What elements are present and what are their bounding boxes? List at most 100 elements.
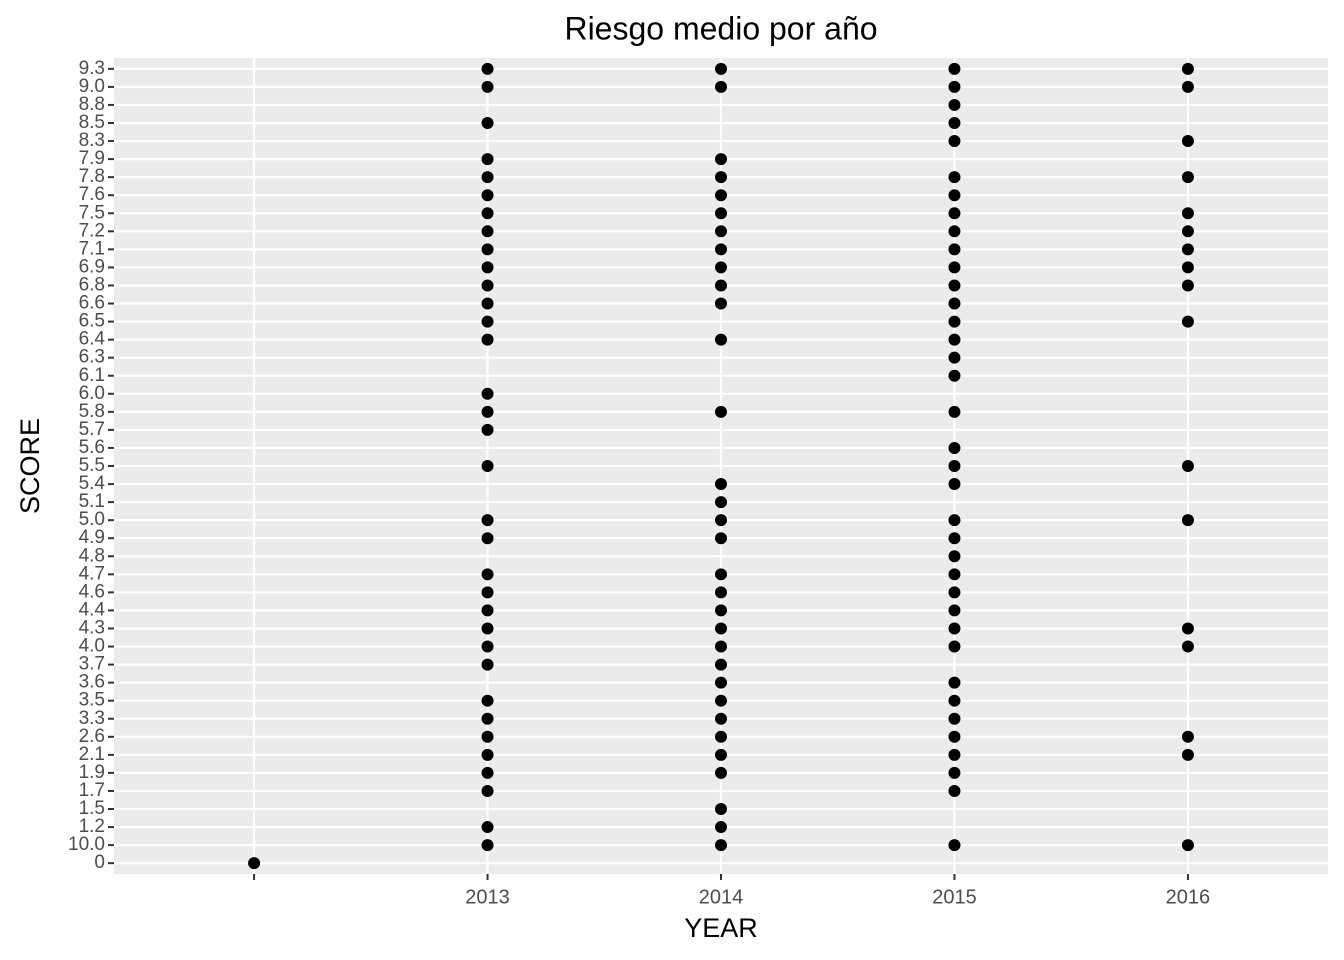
point [715,261,727,274]
point [948,405,961,418]
y-tick-label: 4.8 [79,545,105,566]
point [948,640,961,653]
point [948,279,961,292]
point [948,622,961,635]
point [1181,80,1194,93]
point [948,730,961,743]
point [948,532,961,545]
point [948,514,961,527]
y-tick-label: 8.8 [79,94,105,115]
point [481,821,494,834]
point [715,748,727,761]
point [481,694,494,707]
y-tick-label: 5.4 [79,473,106,494]
point [1181,640,1194,653]
point [715,658,727,671]
point [481,839,494,852]
point [948,694,961,707]
point [948,189,961,202]
point [481,62,494,75]
point [948,243,961,256]
y-tick-label: 10.0 [68,834,105,855]
point [948,80,961,93]
point [1181,62,1194,75]
y-tick-label: 6.1 [79,365,105,386]
y-tick-label: 9.3 [79,58,105,79]
x-tick-label: 2013 [465,886,510,908]
point [1181,243,1194,256]
point [481,712,494,725]
y-tick-label: 8.5 [79,112,105,133]
point [948,351,961,364]
point [715,821,727,834]
point [715,622,727,635]
point [948,135,961,148]
y-tick-label: 6.9 [79,256,105,277]
point [715,839,727,852]
point [481,514,494,527]
point [481,387,494,400]
point [481,586,494,599]
point [715,532,727,545]
y-tick-label: 5.1 [79,491,105,512]
point [948,604,961,617]
y-tick-label: 4.4 [79,599,106,620]
point [481,279,494,292]
point [948,315,961,328]
y-tick-label: 7.9 [79,148,105,169]
point [481,297,494,310]
point [1181,730,1194,743]
point [715,225,727,238]
y-tick-label: 4.9 [79,527,105,548]
y-tick-label: 7.8 [79,166,105,187]
y-tick-label: 0 [94,852,105,873]
point [715,514,727,527]
point [715,62,727,75]
x-tick-label: 2014 [699,886,744,908]
point [948,676,961,689]
point [481,658,494,671]
point [1181,460,1194,472]
point [715,586,727,599]
point [248,857,261,870]
x-tick-label: 2016 [1166,886,1211,908]
y-tick-label: 6.5 [79,311,105,332]
point [715,803,727,816]
point [1181,279,1194,292]
point [715,153,727,166]
y-tick-label: 2.1 [79,744,105,765]
point [481,604,494,617]
point [715,297,727,310]
point [948,207,961,220]
point [948,839,961,852]
point [1181,622,1194,635]
y-tick-label: 9.0 [79,76,105,97]
y-tick-label: 1.7 [79,780,105,801]
point [948,116,961,129]
y-tick-label: 5.6 [79,437,105,458]
y-tick-label: 8.3 [79,130,105,151]
y-tick-label: 1.5 [79,798,105,819]
y-tick-label: 7.2 [79,220,105,241]
point [481,405,494,418]
point [948,369,961,382]
y-tick-label: 6.6 [79,293,105,314]
point [715,676,727,689]
y-tick-label: 3.7 [79,654,105,675]
point [1181,135,1194,148]
point [715,333,727,346]
point [948,550,961,563]
point [481,171,494,184]
point [481,730,494,743]
y-tick-label: 5.7 [79,419,105,440]
point [1181,514,1194,527]
y-tick-label: 6.0 [79,383,105,404]
point [715,568,727,581]
point [481,622,494,635]
point [1181,839,1194,852]
y-tick-label: 6.3 [79,347,105,368]
point [715,694,727,707]
point [481,532,494,545]
point [481,261,494,274]
